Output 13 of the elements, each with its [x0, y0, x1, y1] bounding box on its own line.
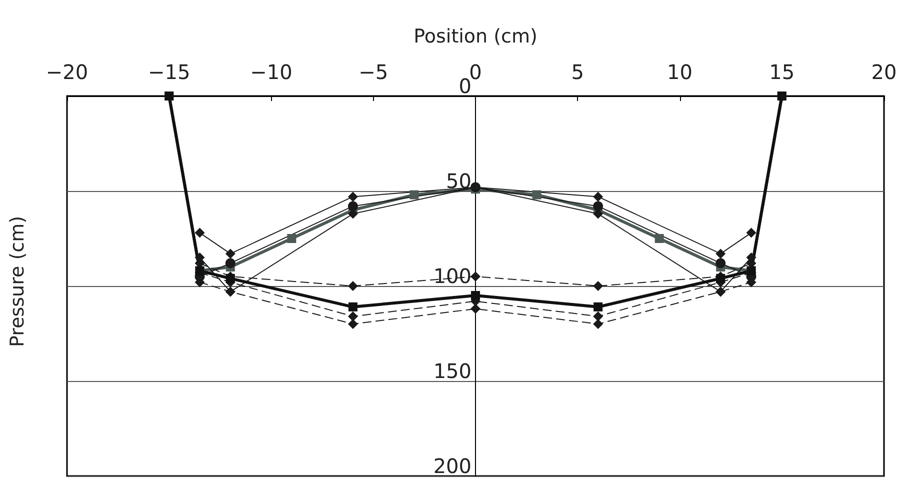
- x-tick-label: 5: [571, 60, 584, 84]
- y-tick-label: 50: [446, 169, 472, 193]
- x-tick-label: −10: [250, 60, 292, 84]
- x-tick-label: 15: [769, 60, 795, 84]
- x-tick-label: −20: [46, 60, 88, 84]
- x-axis-title: Position (cm): [414, 26, 538, 48]
- x-tick-label: −5: [358, 60, 388, 84]
- y-axis-title: Pressure (cm): [6, 216, 28, 347]
- x-tick-label: 10: [667, 60, 692, 84]
- x-tick-label: 20: [871, 60, 897, 84]
- y-tick-label: 200: [433, 454, 472, 478]
- x-tick-label: −15: [148, 60, 190, 84]
- y-tick-label: 150: [433, 359, 472, 383]
